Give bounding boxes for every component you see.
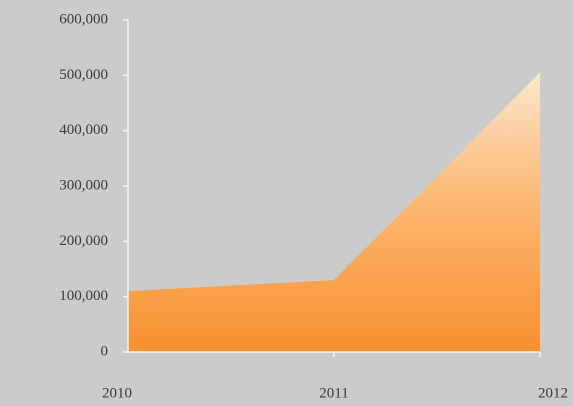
- y-tick-label: 100,000: [59, 288, 108, 304]
- y-tick-label: 600,000: [59, 11, 108, 27]
- area: [128, 72, 540, 353]
- x-tick-label: 2010: [102, 385, 132, 401]
- y-tick-label: 300,000: [59, 177, 108, 193]
- y-tick-label: 500,000: [59, 67, 108, 83]
- y-tick-label: 200,000: [59, 233, 108, 249]
- y-tick-label: 0: [101, 343, 109, 359]
- y-tick-label: 400,000: [59, 122, 108, 138]
- x-tick-label: 2012: [538, 385, 568, 401]
- x-tick-label: 2011: [319, 385, 348, 401]
